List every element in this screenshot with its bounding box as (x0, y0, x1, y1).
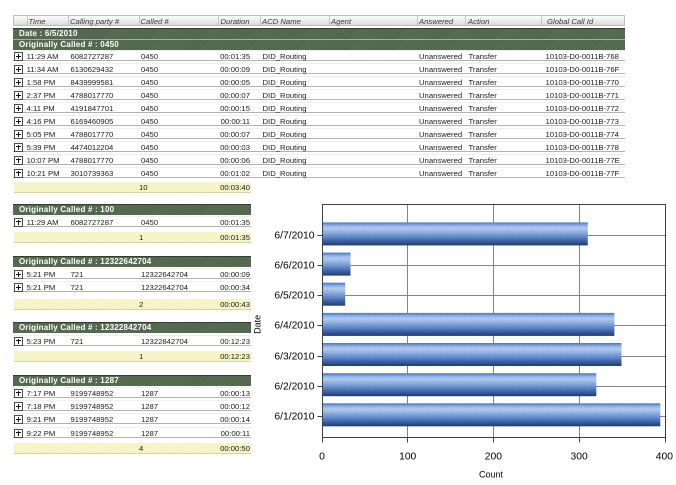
svg-text:6/1/2010: 6/1/2010 (274, 412, 314, 423)
svg-text:300: 300 (571, 452, 588, 463)
svg-text:6/4/2010: 6/4/2010 (274, 321, 314, 332)
svg-text:6/6/2010: 6/6/2010 (274, 261, 314, 272)
svg-text:200: 200 (485, 452, 502, 463)
svg-text:6/3/2010: 6/3/2010 (274, 352, 314, 363)
svg-text:6/2/2010: 6/2/2010 (274, 382, 314, 393)
svg-text:100: 100 (399, 452, 416, 463)
svg-text:Date: Date (253, 315, 263, 334)
svg-text:6/7/2010: 6/7/2010 (274, 231, 314, 242)
svg-text:6/5/2010: 6/5/2010 (274, 291, 314, 302)
svg-text:400: 400 (656, 452, 673, 463)
svg-text:0: 0 (319, 452, 325, 463)
svg-text:Count: Count (479, 470, 504, 480)
